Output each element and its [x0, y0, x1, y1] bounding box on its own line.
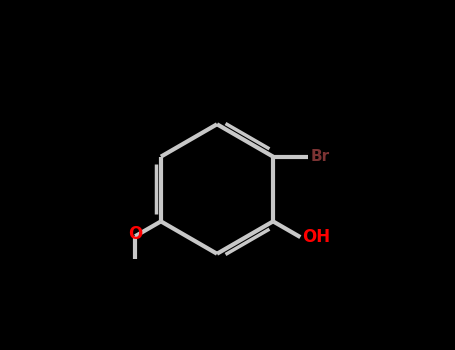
Text: O: O — [128, 225, 142, 244]
Text: Br: Br — [311, 149, 330, 164]
Text: OH: OH — [303, 228, 331, 246]
